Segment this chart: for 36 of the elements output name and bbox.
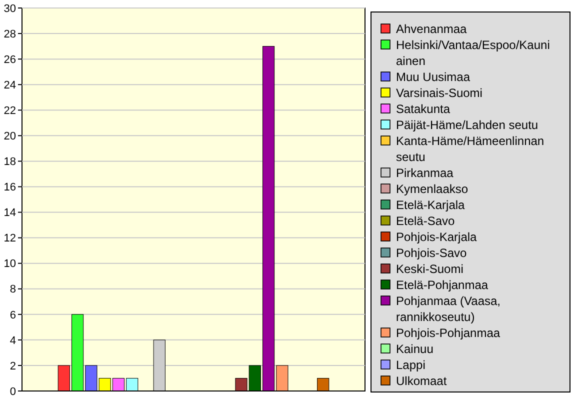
legend-label: Päijät-Häme/Lahden seutu — [396, 118, 538, 132]
y-tick-label: 18 — [4, 156, 16, 168]
legend-label: Kanta-Häme/Hämeenlinnan seutu — [396, 134, 544, 164]
y-tick-label: 22 — [4, 104, 16, 117]
legend-label: Varsinais-Suomi — [396, 86, 482, 100]
y-tick-label: 16 — [4, 182, 16, 194]
y-tick-label: 26 — [4, 54, 16, 66]
legend-label: Kymenlaakso — [396, 182, 468, 196]
legend-label: Keski-Suomi — [396, 262, 464, 276]
legend-label: Etelä-Pohjanmaa — [396, 278, 488, 292]
y-tick-label: 6 — [10, 309, 16, 322]
legend-label: Lappi — [396, 358, 426, 372]
legend-label: Pohjois-Karjala — [396, 230, 478, 244]
y-tick-label: 14 — [4, 207, 16, 220]
y-tick-label: 8 — [10, 284, 16, 296]
legend-label: Muu Uusimaa — [396, 70, 470, 84]
legend-label: Kainuu — [396, 342, 434, 356]
y-tick-label: 24 — [4, 79, 16, 92]
y-tick-label: 10 — [4, 258, 16, 270]
legend-label: Pirkanmaa — [396, 166, 454, 180]
legend-label: Pohjois-Savo — [396, 246, 468, 260]
y-tick-label: 30 — [4, 2, 16, 15]
y-tick-label: 28 — [4, 28, 16, 40]
legend-label: Helsinki/Vantaa/Espoo/Kauniainen — [396, 38, 550, 68]
y-tick-label: 0 — [10, 386, 16, 398]
legend-label: Pohjanmaa (Vaasa, rannikkoseutu) — [396, 294, 501, 324]
y-tick-label: 12 — [4, 232, 16, 245]
y-tick-label: 20 — [4, 130, 16, 143]
legend-label: Ulkomaat — [396, 374, 448, 388]
y-tick-label: 4 — [10, 334, 16, 347]
legend-label: Satakunta — [396, 102, 450, 116]
y-tick-label: 2 — [10, 360, 16, 372]
legend-label: Etelä-Savo — [396, 214, 456, 228]
legend-label: Pohjois-Pohjanmaa — [396, 326, 500, 340]
legend-label: Ahvenanmaa — [396, 22, 468, 36]
legend-label: Etelä-Karjala — [396, 198, 466, 212]
